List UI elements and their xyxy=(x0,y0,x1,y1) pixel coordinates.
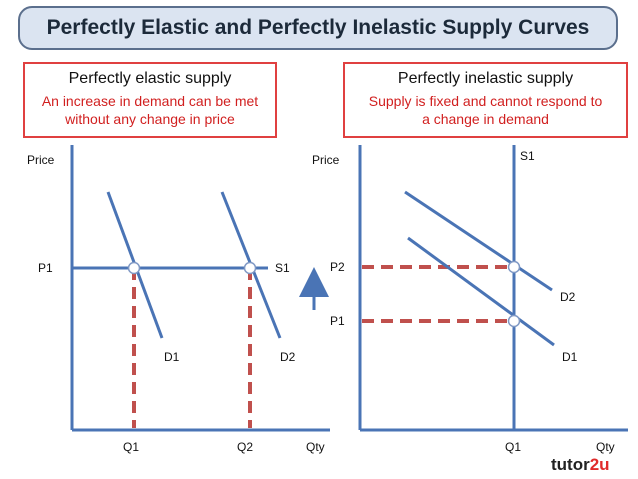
inelastic-demand1-curve xyxy=(407,236,555,347)
inelastic-y-axis-label: Price xyxy=(312,153,340,167)
inelastic-q1-label: Q1 xyxy=(505,440,521,454)
elastic-equilibrium-point-1 xyxy=(127,261,141,275)
inelastic-demand2-label: D2 xyxy=(560,290,576,304)
title-box: Perfectly Elastic and Perfectly Inelasti… xyxy=(18,6,618,50)
inelastic-supply-label: S1 xyxy=(520,149,535,163)
elastic-chart: Price P1 S1 D1 D2 Q1 Q2 Qty xyxy=(27,145,330,454)
inelastic-demand2-curve xyxy=(404,190,553,292)
elastic-text-line1: An increase in demand can be met xyxy=(41,93,259,109)
elastic-equilibrium-point-2 xyxy=(243,261,257,275)
inelastic-equilibrium-point-p2 xyxy=(507,260,521,274)
elastic-info-box: Perfectly elastic supply An increase in … xyxy=(23,62,277,138)
inelastic-x-axis-label: Qty xyxy=(596,440,615,454)
inelastic-p1-label: P1 xyxy=(330,314,345,328)
inelastic-heading: Perfectly inelastic supply xyxy=(397,70,574,87)
inelastic-chart: Price S1 P2 P1 D2 D1 Q1 Qty xyxy=(312,145,628,454)
brand-logo: tutor2u xyxy=(551,455,610,475)
elastic-x-axis-label: Qty xyxy=(306,440,325,454)
elastic-y-axis-label: Price xyxy=(27,153,55,167)
inelastic-demand1-label: D1 xyxy=(562,350,578,364)
page-title: Perfectly Elastic and Perfectly Inelasti… xyxy=(46,16,590,39)
brand-logo-prefix: tutor xyxy=(551,455,590,474)
elastic-p1-label: P1 xyxy=(38,261,53,275)
inelastic-text-line2: a change in demand xyxy=(422,111,549,127)
elastic-q2-label: Q2 xyxy=(237,440,253,454)
brand-logo-suffix: 2u xyxy=(589,455,610,474)
elastic-text-line2: without any change in price xyxy=(65,111,235,127)
elastic-q1-label: Q1 xyxy=(123,440,139,454)
inelastic-info-box: Perfectly inelastic supply Supply is fix… xyxy=(343,62,628,138)
elastic-demand2-label: D2 xyxy=(280,350,296,364)
elastic-demand1-label: D1 xyxy=(164,350,180,364)
inelastic-p2-label: P2 xyxy=(330,260,345,274)
elastic-heading: Perfectly elastic supply xyxy=(68,70,232,87)
elastic-supply-label: S1 xyxy=(275,261,290,275)
inelastic-text-line1: Supply is fixed and cannot respond to xyxy=(368,93,603,109)
inelastic-equilibrium-point-p1 xyxy=(507,314,521,328)
